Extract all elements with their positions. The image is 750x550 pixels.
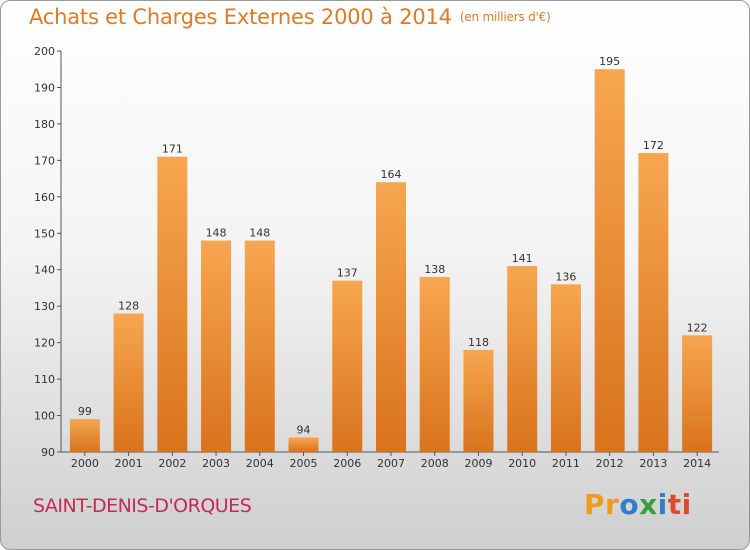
bar-value-label: 141 <box>512 252 533 265</box>
x-tick-label: 2009 <box>464 457 492 470</box>
bar <box>69 419 100 452</box>
x-tick-label: 2005 <box>290 457 318 470</box>
chart-unit-label: (en milliers d'€) <box>459 10 551 24</box>
brand-logo-letter: o <box>619 488 640 521</box>
brand-logo-letter: r <box>605 488 620 521</box>
x-tick-label: 2010 <box>508 457 536 470</box>
y-tick-label: 170 <box>34 154 55 167</box>
x-tick-label: 2007 <box>377 457 405 470</box>
bar-value-label: 148 <box>206 227 227 240</box>
chart-title: Achats et Charges Externes 2000 à 2014 (e… <box>29 5 551 29</box>
bar <box>682 335 713 452</box>
x-tick-label: 2000 <box>71 457 99 470</box>
bar <box>594 69 625 453</box>
bar-value-label: 171 <box>162 143 183 156</box>
x-tick-label: 2006 <box>333 457 361 470</box>
x-tick-label: 2001 <box>115 457 143 470</box>
bar-value-label: 136 <box>555 270 576 283</box>
bar <box>419 277 450 452</box>
bar-value-label: 94 <box>297 423 311 436</box>
x-tick-label: 2011 <box>552 457 580 470</box>
bar-value-label: 122 <box>687 321 708 334</box>
bar <box>550 284 581 452</box>
y-tick-label: 190 <box>34 81 55 94</box>
bar <box>201 240 232 452</box>
x-tick-label: 2004 <box>246 457 274 470</box>
y-tick-label: 90 <box>41 446 55 459</box>
bar <box>638 153 669 452</box>
x-tick-label: 2012 <box>596 457 624 470</box>
y-tick-label: 150 <box>34 227 55 240</box>
bar-value-label: 137 <box>337 267 358 280</box>
bar <box>157 156 188 452</box>
brand-logo-letter: i <box>681 488 692 521</box>
bar-value-label: 195 <box>599 55 620 68</box>
y-tick-label: 160 <box>34 191 55 204</box>
brand-logo-letter: i <box>657 488 668 521</box>
y-tick-label: 100 <box>34 410 55 423</box>
bar-value-label: 128 <box>118 299 139 312</box>
bar-value-label: 172 <box>643 139 664 152</box>
x-tick-label: 2013 <box>639 457 667 470</box>
y-tick-label: 140 <box>34 264 55 277</box>
x-tick-label: 2008 <box>421 457 449 470</box>
brand-logo-letter: P <box>584 488 606 521</box>
bar <box>288 437 319 452</box>
bar <box>244 240 275 452</box>
place-name: SAINT-DENIS-D'ORQUES <box>33 495 252 517</box>
brand-logo-letter: x <box>639 488 658 521</box>
bar <box>463 349 494 452</box>
brand-logo-letter: t <box>667 488 682 521</box>
y-tick-label: 180 <box>34 118 55 131</box>
bar <box>507 266 538 452</box>
y-tick-label: 200 <box>34 45 55 58</box>
x-tick-label: 2003 <box>202 457 230 470</box>
bar-value-label: 148 <box>249 227 270 240</box>
chart-title-text: Achats et Charges Externes 2000 à 2014 <box>29 5 452 29</box>
x-tick-label: 2014 <box>683 457 711 470</box>
y-tick-label: 120 <box>34 337 55 350</box>
y-tick-label: 130 <box>34 300 55 313</box>
x-tick-label: 2002 <box>158 457 186 470</box>
bar <box>332 280 363 452</box>
y-tick-label: 110 <box>34 373 55 386</box>
bar <box>376 182 406 452</box>
bar-value-label: 99 <box>78 405 92 418</box>
bar-value-label: 164 <box>381 168 402 181</box>
bar-value-label: 118 <box>468 336 489 349</box>
bar <box>113 313 144 452</box>
bar-value-label: 138 <box>424 263 445 276</box>
brand-logo: Proxiti <box>584 488 692 521</box>
